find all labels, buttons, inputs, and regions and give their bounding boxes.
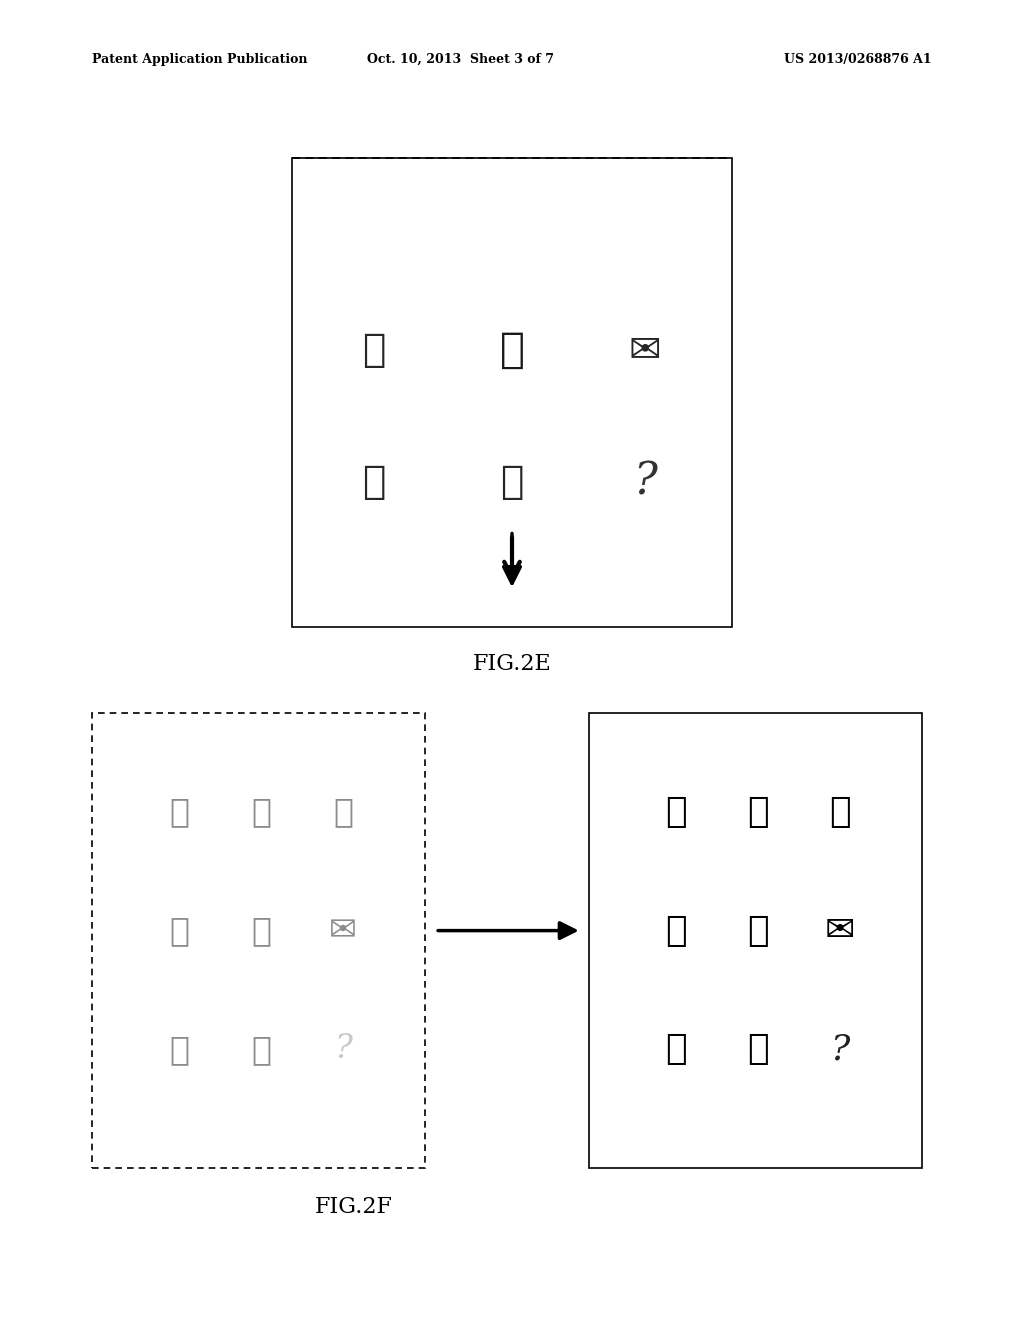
FancyBboxPatch shape xyxy=(292,158,732,627)
Text: Patent Application Publication: Patent Application Publication xyxy=(92,53,307,66)
Text: 📋: 📋 xyxy=(501,463,523,500)
FancyBboxPatch shape xyxy=(92,713,425,1168)
Text: 📞: 📞 xyxy=(746,795,769,829)
Text: 💬: 💬 xyxy=(828,795,851,829)
Text: 📖: 📖 xyxy=(362,331,385,368)
Text: ✉: ✉ xyxy=(824,913,855,948)
Text: 🎵: 🎵 xyxy=(746,913,769,948)
Text: 🗒: 🗒 xyxy=(169,1032,189,1067)
Text: FIG.2F: FIG.2F xyxy=(314,1196,392,1218)
Text: 🌍: 🌍 xyxy=(665,795,687,829)
FancyBboxPatch shape xyxy=(589,713,922,1168)
Text: 📞: 📞 xyxy=(251,795,271,829)
Text: 🗒: 🗒 xyxy=(362,463,385,500)
Text: FIG.2E: FIG.2E xyxy=(473,653,551,676)
Text: ✉: ✉ xyxy=(329,913,357,948)
Text: 🎵: 🎵 xyxy=(500,329,524,371)
Text: ?: ? xyxy=(334,1034,352,1065)
Text: 💬: 💬 xyxy=(333,795,353,829)
Text: 🎵: 🎵 xyxy=(251,913,271,948)
Text: 📖: 📖 xyxy=(169,913,189,948)
Text: Oct. 10, 2013  Sheet 3 of 7: Oct. 10, 2013 Sheet 3 of 7 xyxy=(368,53,554,66)
Text: 🌍: 🌍 xyxy=(169,795,189,829)
Text: 📖: 📖 xyxy=(665,913,687,948)
Text: US 2013/0268876 A1: US 2013/0268876 A1 xyxy=(784,53,932,66)
Text: 📋: 📋 xyxy=(746,1032,769,1067)
Text: ?: ? xyxy=(830,1032,849,1067)
Text: 🗒: 🗒 xyxy=(665,1032,687,1067)
Text: ?: ? xyxy=(633,461,657,503)
Text: 📋: 📋 xyxy=(251,1032,271,1067)
Text: ✉: ✉ xyxy=(629,331,662,368)
